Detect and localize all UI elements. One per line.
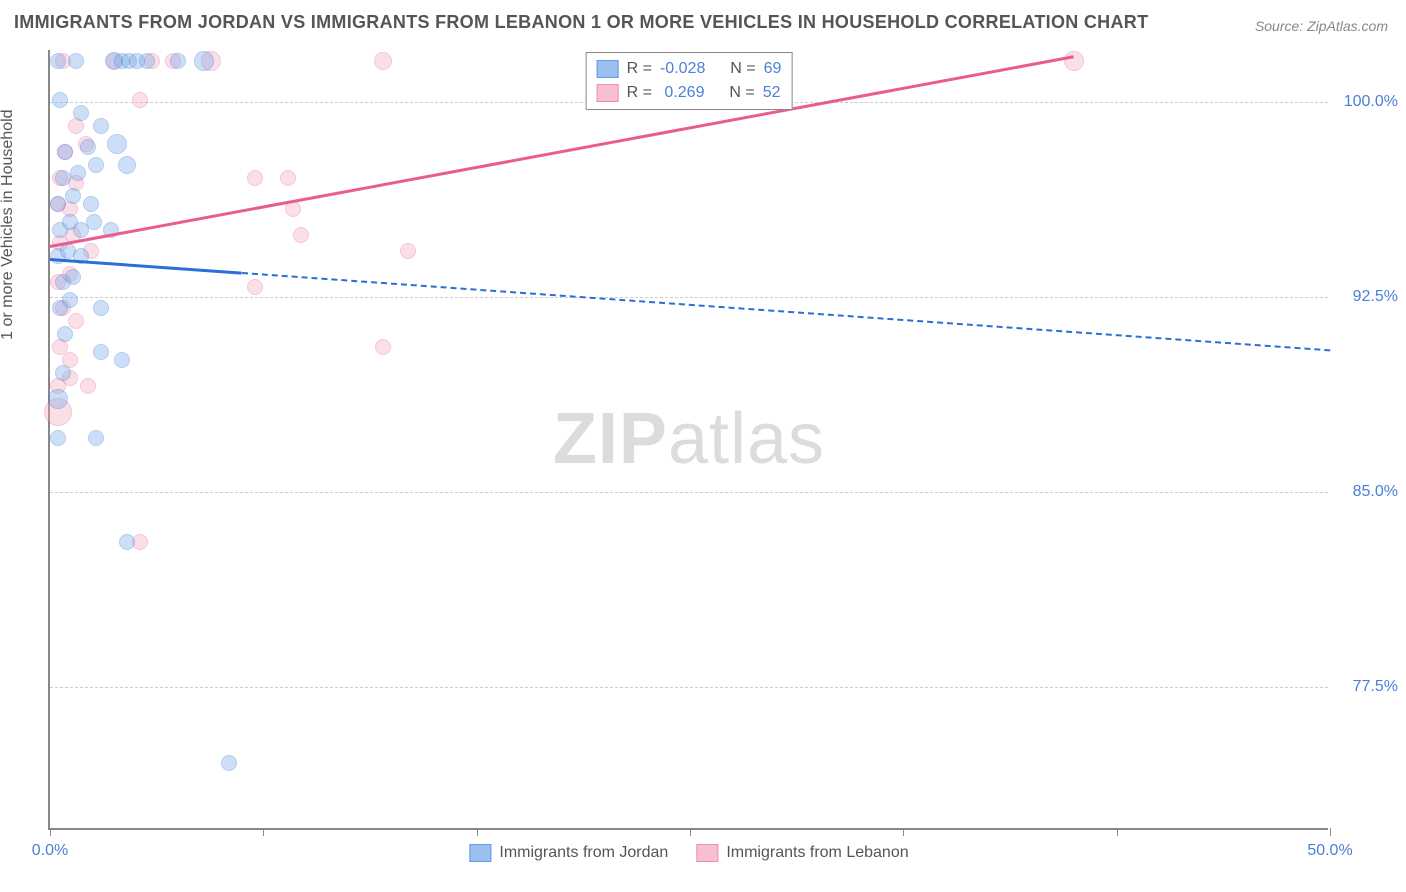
jordan-label: Immigrants from Jordan <box>499 844 668 862</box>
data-point <box>88 430 104 446</box>
plot-area: 0.0%50.0% ZIPatlas R = -0.028 N = 69 R =… <box>48 50 1328 830</box>
trend-line <box>50 55 1075 248</box>
source-attribution: Source: ZipAtlas.com <box>1255 18 1388 34</box>
data-point <box>65 269 81 285</box>
gridline <box>50 492 1328 493</box>
x-tick <box>50 828 51 836</box>
watermark-atlas: atlas <box>668 399 825 479</box>
data-point <box>55 170 71 186</box>
legend-item-jordan: Immigrants from Jordan <box>469 844 668 862</box>
series-legend: Immigrants from Jordan Immigrants from L… <box>469 844 908 862</box>
data-point <box>139 53 155 69</box>
x-tick-label: 0.0% <box>32 842 68 860</box>
data-point <box>118 156 136 174</box>
legend-row-jordan: R = -0.028 N = 69 <box>597 57 782 81</box>
watermark: ZIPatlas <box>553 398 825 480</box>
x-tick <box>690 828 691 836</box>
x-tick <box>903 828 904 836</box>
data-point <box>1064 51 1084 71</box>
data-point <box>374 52 392 70</box>
y-axis-label: 1 or more Vehicles in Household <box>0 109 17 339</box>
data-point <box>50 53 66 69</box>
data-point <box>280 170 296 186</box>
data-point <box>88 157 104 173</box>
data-point <box>293 227 309 243</box>
swatch-lebanon <box>597 84 619 102</box>
data-point <box>107 134 127 154</box>
x-tick-label: 50.0% <box>1307 842 1352 860</box>
data-point <box>221 755 237 771</box>
data-point <box>62 292 78 308</box>
data-point <box>86 214 102 230</box>
gridline <box>50 687 1328 688</box>
y-tick-label: 77.5% <box>1353 678 1398 696</box>
data-point <box>194 51 214 71</box>
data-point <box>55 365 71 381</box>
x-tick <box>477 828 478 836</box>
swatch-jordan <box>597 60 619 78</box>
data-point <box>170 53 186 69</box>
x-tick <box>263 828 264 836</box>
data-point <box>57 326 73 342</box>
data-point <box>50 430 66 446</box>
legend-item-lebanon: Immigrants from Lebanon <box>696 844 908 862</box>
gridline <box>50 297 1328 298</box>
data-point <box>83 196 99 212</box>
swatch-jordan <box>469 844 491 862</box>
jordan-n-value: 69 <box>764 57 782 81</box>
data-point <box>93 300 109 316</box>
watermark-zip: ZIP <box>553 399 668 479</box>
swatch-lebanon <box>696 844 718 862</box>
data-point <box>119 534 135 550</box>
jordan-r-value: -0.028 <box>660 57 705 81</box>
lebanon-r-value: 0.269 <box>660 81 705 105</box>
n-label: N = <box>730 57 755 81</box>
data-point <box>48 389 68 409</box>
data-point <box>93 344 109 360</box>
data-point <box>400 243 416 259</box>
r-label: R = <box>627 81 652 105</box>
data-point <box>114 352 130 368</box>
trend-line <box>242 272 1330 351</box>
legend-row-lebanon: R = 0.269 N = 52 <box>597 81 782 105</box>
data-point <box>80 139 96 155</box>
lebanon-label: Immigrants from Lebanon <box>726 844 908 862</box>
y-tick-label: 100.0% <box>1344 93 1398 111</box>
data-point <box>70 165 86 181</box>
data-point <box>80 378 96 394</box>
data-point <box>247 279 263 295</box>
lebanon-n-value: 52 <box>763 81 781 105</box>
r-label: R = <box>627 57 652 81</box>
data-point <box>247 170 263 186</box>
data-point <box>73 105 89 121</box>
data-point <box>52 92 68 108</box>
n-label: N = <box>729 81 754 105</box>
data-point <box>50 196 66 212</box>
data-point <box>93 118 109 134</box>
data-point <box>68 53 84 69</box>
chart-title: IMMIGRANTS FROM JORDAN VS IMMIGRANTS FRO… <box>14 12 1148 33</box>
y-tick-label: 92.5% <box>1353 288 1398 306</box>
data-point <box>57 144 73 160</box>
y-tick-label: 85.0% <box>1353 483 1398 501</box>
data-point <box>65 188 81 204</box>
data-point <box>132 92 148 108</box>
data-point <box>375 339 391 355</box>
x-tick <box>1330 828 1331 836</box>
x-tick <box>1117 828 1118 836</box>
correlation-legend: R = -0.028 N = 69 R = 0.269 N = 52 <box>586 52 793 110</box>
